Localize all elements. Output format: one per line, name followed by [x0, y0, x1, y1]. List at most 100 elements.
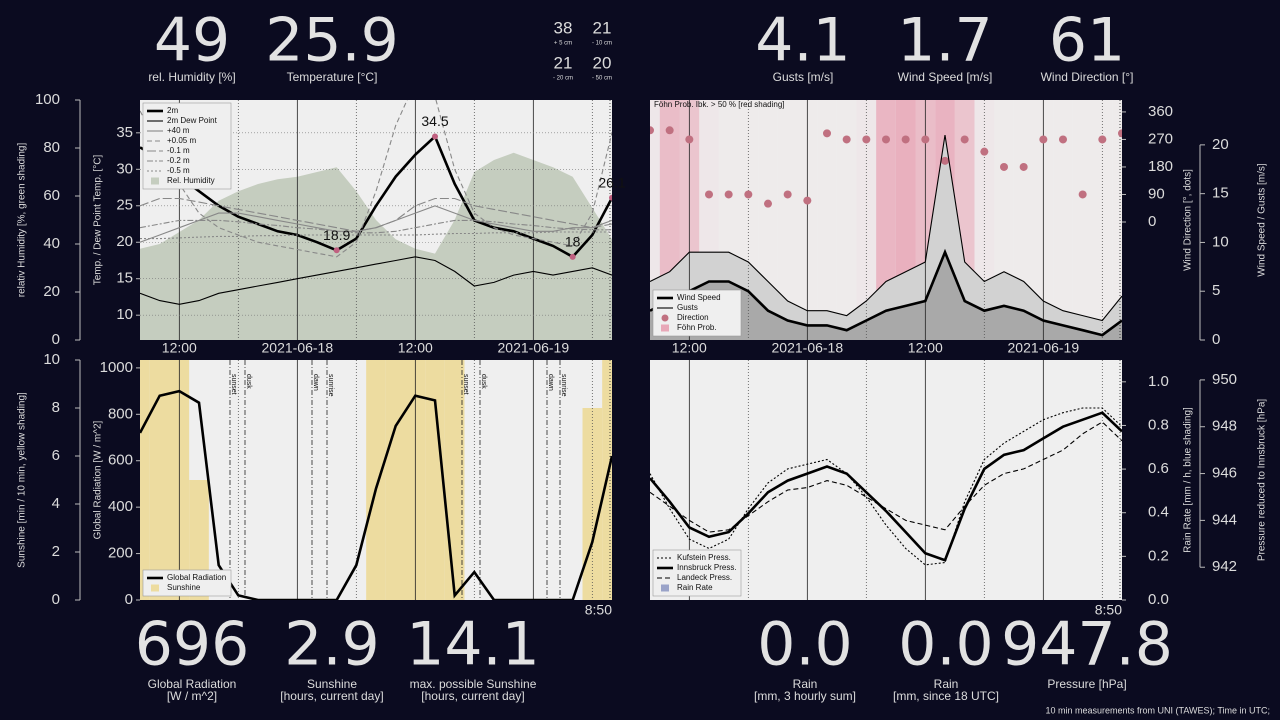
y-tick-label: 6 [52, 447, 60, 464]
y2-tick-label: 600 [108, 452, 133, 469]
event-label: sunset [462, 374, 469, 395]
legend-swatch [661, 324, 669, 332]
legend-swatch [661, 584, 669, 592]
legend-label: Kufstein Press. [677, 553, 731, 562]
legend-swatch [661, 314, 669, 322]
line [140, 231, 612, 240]
point-marker [569, 253, 576, 260]
readout-value: 14.1 [406, 610, 540, 680]
soil-value: 21 [554, 53, 573, 72]
y2-tick-label: 10 [116, 306, 133, 323]
legend-label: Wind Speed [677, 293, 721, 302]
time-label: 8:50 [585, 602, 612, 618]
y2-tick-label: 200 [108, 545, 133, 562]
band [1053, 100, 1073, 340]
y-tick-label: 2 [52, 543, 60, 560]
dot [1000, 162, 1008, 171]
y-tick-label: 0 [1212, 331, 1220, 348]
y2-tick-label: 0.0 [1148, 591, 1169, 608]
line [140, 256, 612, 305]
soil-label: + 5 cm [554, 41, 572, 47]
event-label: dusk [245, 374, 252, 389]
bar [366, 360, 386, 600]
legend-label: Gusts [677, 303, 698, 312]
readout-value: 947.8 [1001, 610, 1173, 680]
y-tick-label: 80 [43, 139, 60, 156]
y2-tick-label: 30 [116, 160, 133, 177]
y2-axis-label: Global Radiation [W / m^2] [93, 420, 104, 539]
readout-label: Pressure [hPa] [1047, 677, 1126, 691]
y2-tick-label: 0.2 [1148, 547, 1169, 564]
dot [803, 196, 812, 205]
y2-tick-label: 35 [116, 124, 133, 141]
readout-value: 0.0 [898, 610, 993, 680]
event-label: sunset [230, 374, 237, 395]
readout-value: 49 [154, 6, 230, 76]
soil-label: - 50 cm [592, 76, 612, 82]
readout-label: max. possible Sunshine [410, 677, 537, 691]
y2-tick-label: 15 [116, 270, 133, 287]
x-tick-label: 2021-06-18 [772, 340, 844, 356]
band [817, 100, 837, 340]
bar [444, 360, 465, 600]
readout-label: Sunshine [307, 677, 357, 691]
y-tick-label: 944 [1212, 511, 1237, 528]
y-tick-label: 10 [1212, 233, 1229, 250]
readout-value: 0.0 [757, 610, 852, 680]
dot [823, 129, 831, 138]
line [140, 100, 612, 258]
readout-label: [hours, current day] [280, 689, 383, 703]
y-tick-label: 40 [43, 235, 60, 252]
legend-label: Sunshine [167, 583, 201, 592]
legend-box [142, 569, 232, 597]
dot [980, 147, 989, 156]
line [140, 389, 612, 600]
plot-layer [650, 360, 1122, 600]
y2-tick-label: 20 [116, 233, 133, 250]
band [1112, 100, 1122, 340]
x-tick-label: 2021-06-18 [262, 340, 334, 356]
readout-label: [W / m^2] [167, 689, 217, 703]
y-tick-label: 100 [35, 91, 60, 108]
y-tick-label: 0 [52, 591, 60, 608]
y-axis-label: Sunshine [min / 10 min, yellow shading] [17, 392, 28, 568]
event-label: sunrise [327, 374, 334, 397]
x-tick-label: 12:00 [672, 340, 707, 356]
y-tick-label: 942 [1212, 558, 1237, 575]
y-tick-label: 0 [52, 331, 60, 348]
y-tick-label: 4 [52, 495, 60, 512]
dot [764, 199, 772, 208]
plot-layer [140, 100, 612, 340]
soil-label: - 20 cm [553, 76, 573, 82]
y-tick-label: 950 [1212, 371, 1237, 388]
readout-value: 4.1 [755, 6, 850, 76]
legend-label: Direction [677, 313, 709, 322]
line [650, 421, 1122, 533]
y2-tick-label: 1.0 [1148, 373, 1169, 390]
x-tick-label: 12:00 [908, 340, 943, 356]
dot [685, 135, 694, 144]
y-tick-label: 20 [43, 283, 60, 300]
y2-tick-label: 180 [1148, 158, 1173, 175]
y-tick-label: 15 [1212, 185, 1229, 202]
y-axis-label: relativ Humidity [%, green shading] [17, 143, 28, 298]
point-marker [432, 133, 438, 140]
dot [665, 126, 674, 135]
y2-tick-label: 0.6 [1148, 460, 1169, 477]
bar [385, 360, 406, 600]
readout-label: [mm, since 18 UTC] [893, 689, 999, 703]
dot [783, 190, 792, 199]
y-tick-label: 60 [43, 187, 60, 204]
dot [744, 190, 753, 199]
y2-tick-label: 1000 [100, 359, 133, 376]
readout-label: [mm, 3 hourly sum] [754, 689, 856, 703]
event-label: dawn [547, 374, 554, 391]
dot [882, 135, 890, 144]
legend-label: -0.1 m [167, 146, 190, 155]
y2-tick-label: 360 [1148, 103, 1173, 120]
value-label: 18.9 [323, 227, 350, 243]
legend-label: Rel. Humidity [167, 176, 215, 185]
readout-label: rel. Humidity [%] [148, 70, 235, 84]
dot [724, 190, 733, 199]
